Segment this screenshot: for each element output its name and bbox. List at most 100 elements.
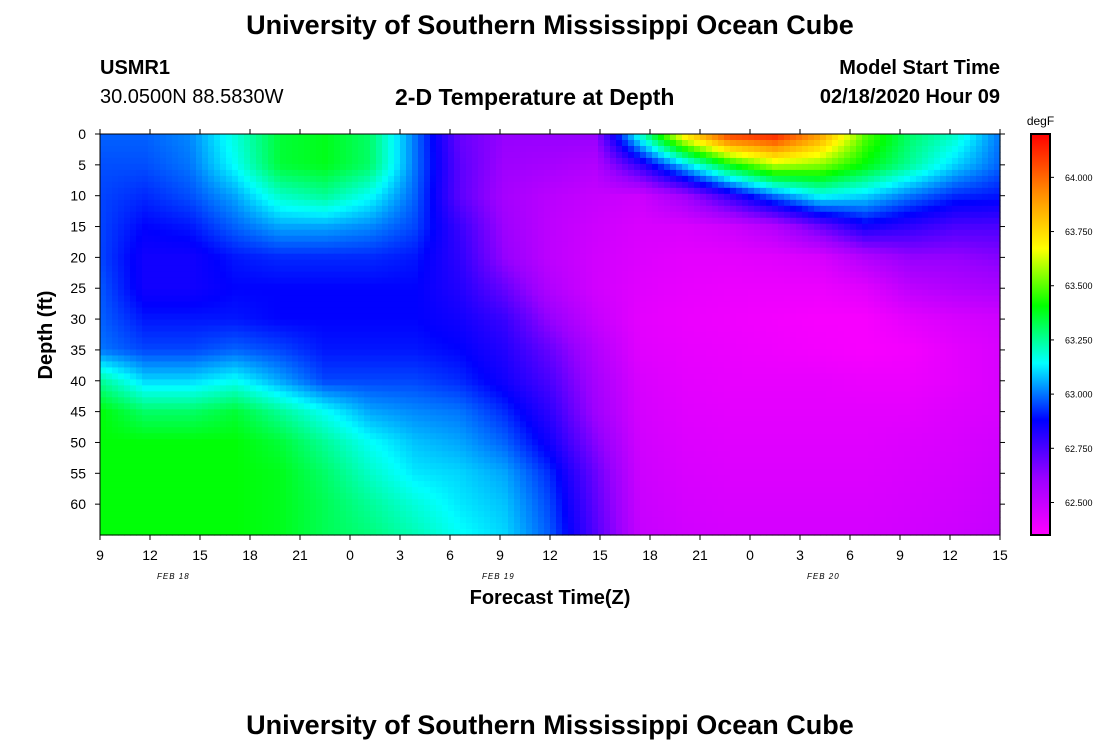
- heatmap-cell: [136, 193, 143, 201]
- heatmap-cell: [928, 319, 935, 327]
- heatmap-cell: [754, 235, 761, 243]
- heatmap-cell: [322, 331, 329, 339]
- heatmap-cell: [532, 283, 539, 291]
- heatmap-cell: [532, 157, 539, 165]
- heatmap-cell: [754, 277, 761, 285]
- heatmap-cell: [742, 247, 749, 255]
- heatmap-cell: [268, 313, 275, 321]
- heatmap-cell: [280, 325, 287, 333]
- heatmap-cell: [196, 313, 203, 321]
- heatmap-cell: [448, 289, 455, 297]
- heatmap-cell: [664, 163, 671, 171]
- heatmap-cell: [190, 163, 197, 171]
- heatmap-cell: [898, 301, 905, 309]
- heatmap-cell: [454, 223, 461, 231]
- heatmap-cell: [160, 157, 167, 165]
- heatmap-cell: [196, 301, 203, 309]
- heatmap-cell: [880, 193, 887, 201]
- heatmap-cell: [964, 205, 971, 213]
- heatmap-cell: [802, 217, 809, 225]
- heatmap-cell: [400, 283, 407, 291]
- heatmap-cell: [400, 169, 407, 177]
- heatmap-cell: [736, 325, 743, 333]
- heatmap-cell: [466, 223, 473, 231]
- heatmap-cell: [814, 295, 821, 303]
- heatmap-cell: [280, 134, 287, 141]
- heatmap-cell: [652, 241, 659, 249]
- heatmap-cell: [652, 223, 659, 231]
- heatmap-cell: [448, 199, 455, 207]
- heatmap-cell: [976, 163, 983, 171]
- heatmap-cell: [460, 259, 467, 267]
- heatmap-cell: [994, 295, 1001, 303]
- heatmap-cell: [982, 175, 989, 183]
- heatmap-cell: [112, 223, 119, 231]
- heatmap-cell: [670, 283, 677, 291]
- heatmap-cell: [856, 241, 863, 249]
- heatmap-cell: [940, 169, 947, 177]
- heatmap-cell: [706, 289, 713, 297]
- heatmap-cell: [796, 193, 803, 201]
- heatmap-cell: [574, 313, 581, 321]
- heatmap-cell: [868, 187, 875, 195]
- heatmap-cell: [442, 193, 449, 201]
- heatmap-cell: [100, 139, 107, 147]
- heatmap-cell: [706, 175, 713, 183]
- heatmap-cell: [124, 271, 131, 279]
- heatmap-cell: [376, 199, 383, 207]
- heatmap-cell: [196, 169, 203, 177]
- heatmap-cell: [754, 325, 761, 333]
- heatmap-cell: [634, 289, 641, 297]
- heatmap-cell: [808, 313, 815, 321]
- heatmap-cell: [544, 134, 551, 141]
- heatmap-cell: [934, 199, 941, 207]
- heatmap-cell: [826, 325, 833, 333]
- heatmap-cell: [742, 289, 749, 297]
- heatmap-cell: [604, 223, 611, 231]
- heatmap-cell: [994, 139, 1001, 147]
- heatmap-cell: [934, 187, 941, 195]
- heatmap-cell: [532, 145, 539, 153]
- heatmap-cell: [472, 187, 479, 195]
- heatmap-cell: [538, 139, 545, 147]
- heatmap-cell: [244, 157, 251, 165]
- heatmap-cell: [382, 259, 389, 267]
- heatmap-cell: [274, 223, 281, 231]
- heatmap-cell: [340, 331, 347, 339]
- heatmap-cell: [814, 217, 821, 225]
- heatmap-cell: [784, 145, 791, 153]
- heatmap-cell: [442, 265, 449, 273]
- heatmap-cell: [682, 253, 689, 261]
- heatmap-cell: [628, 157, 635, 165]
- heatmap-cell: [142, 157, 149, 165]
- heatmap-cell: [796, 301, 803, 309]
- heatmap-cell: [922, 259, 929, 267]
- heatmap-cell: [538, 313, 545, 321]
- heatmap-cell: [706, 217, 713, 225]
- heatmap-cell: [292, 205, 299, 213]
- heatmap-cell: [592, 271, 599, 279]
- heatmap-cell: [802, 307, 809, 315]
- heatmap-cell: [244, 151, 251, 159]
- heatmap-cell: [742, 181, 749, 189]
- heatmap-cell: [154, 163, 161, 171]
- heatmap-cell: [334, 301, 341, 309]
- heatmap-cell: [550, 307, 557, 315]
- heatmap-cell: [412, 307, 419, 315]
- heatmap-cell: [364, 295, 371, 303]
- plot-title: 2-D Temperature at Depth: [395, 84, 675, 110]
- heatmap-cell: [964, 235, 971, 243]
- heatmap-cell: [172, 157, 179, 165]
- heatmap-cell: [688, 205, 695, 213]
- heatmap-cell: [430, 145, 437, 153]
- heatmap-cell: [580, 271, 587, 279]
- heatmap-cell: [136, 247, 143, 255]
- heatmap-cell: [790, 229, 797, 237]
- heatmap-cell: [466, 301, 473, 309]
- heatmap-cell: [628, 271, 635, 279]
- heatmap-cell: [280, 277, 287, 285]
- heatmap-cell: [844, 157, 851, 165]
- heatmap-cell: [280, 241, 287, 249]
- heatmap-cell: [460, 211, 467, 219]
- heatmap-cell: [136, 217, 143, 225]
